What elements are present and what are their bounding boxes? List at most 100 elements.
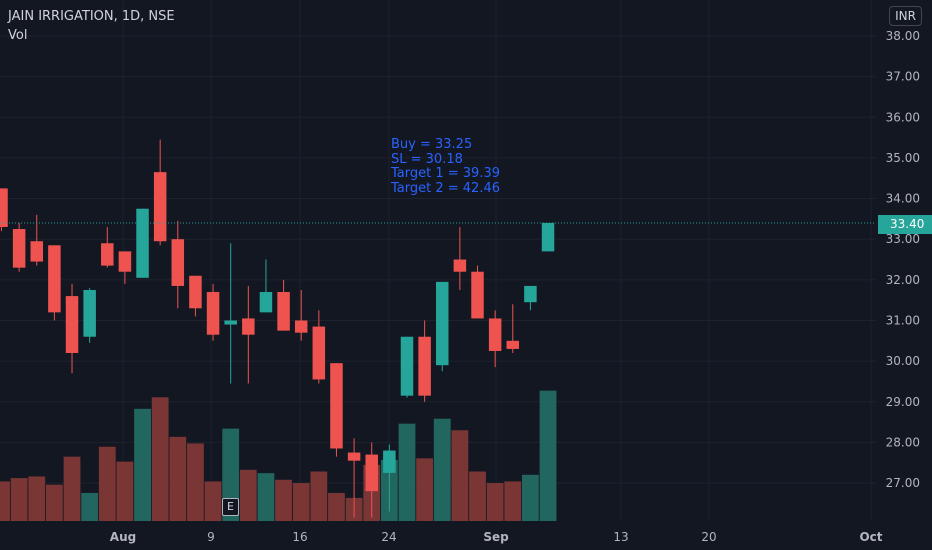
candle bbox=[206, 283, 220, 341]
candlesticks bbox=[0, 139, 555, 518]
y-tick-label: 30.00 bbox=[886, 354, 920, 368]
volume-bar bbox=[204, 481, 222, 521]
candle bbox=[242, 285, 255, 384]
candle-body bbox=[136, 208, 149, 278]
candle-body bbox=[400, 336, 414, 396]
volume-bar bbox=[539, 390, 557, 521]
candle bbox=[189, 275, 202, 317]
candle-body bbox=[277, 292, 290, 331]
candle bbox=[383, 444, 396, 512]
candle-body bbox=[347, 452, 361, 461]
candle bbox=[436, 281, 449, 372]
volume-bar bbox=[10, 478, 28, 521]
volume-bar bbox=[134, 408, 151, 521]
y-tick-label: 37.00 bbox=[886, 70, 920, 84]
volume-bar bbox=[328, 492, 345, 521]
y-tick-label: 36.00 bbox=[886, 110, 920, 124]
x-tick-label: 9 bbox=[207, 530, 215, 544]
x-tick-label: Oct bbox=[859, 530, 882, 544]
volume-bar bbox=[239, 469, 257, 521]
volume-bar bbox=[257, 473, 275, 521]
volume-bar bbox=[222, 428, 240, 521]
candle-body bbox=[488, 318, 502, 351]
candle bbox=[506, 304, 520, 353]
candle-body bbox=[30, 241, 44, 262]
candle bbox=[224, 243, 237, 384]
candle-body bbox=[506, 340, 520, 349]
x-tick-label: 20 bbox=[701, 530, 716, 544]
x-tick-label: 24 bbox=[381, 530, 396, 544]
currency-button[interactable]: INR bbox=[889, 6, 922, 26]
candle-body bbox=[83, 290, 96, 337]
volume-bar bbox=[28, 476, 46, 521]
candle bbox=[83, 287, 96, 343]
candle bbox=[418, 320, 431, 402]
y-tick-label: 28.00 bbox=[886, 435, 920, 449]
candle bbox=[488, 310, 502, 368]
candle bbox=[153, 139, 167, 246]
volume-bar bbox=[116, 461, 134, 521]
annotation-stop-loss: SL = 30.18 bbox=[391, 151, 463, 167]
candle-body bbox=[365, 454, 378, 492]
volume-bar bbox=[469, 471, 486, 521]
volume-bar bbox=[416, 458, 434, 521]
candle-body bbox=[224, 320, 237, 325]
volume-bar bbox=[81, 492, 99, 521]
candle bbox=[365, 442, 378, 518]
candle bbox=[12, 222, 26, 272]
volume-bar bbox=[433, 418, 451, 521]
x-tick-label: 16 bbox=[292, 530, 307, 544]
candle-body bbox=[189, 275, 202, 309]
annotation-target-1: Target 1 = 39.39 bbox=[391, 166, 500, 181]
volume-bar bbox=[169, 436, 187, 521]
candle-body bbox=[294, 320, 308, 333]
x-tick-label: 13 bbox=[613, 530, 628, 544]
price-axis: 38.00 37.00 36.00 35.00 34.00 33.00 32.00 31.00… bbox=[886, 29, 920, 490]
y-tick-label: 32.00 bbox=[886, 273, 920, 287]
candle-body bbox=[153, 172, 167, 242]
y-tick-label: 35.00 bbox=[886, 151, 920, 165]
volume-bar bbox=[486, 483, 504, 521]
x-tick-label: Aug bbox=[110, 530, 136, 544]
volume-bar bbox=[451, 430, 469, 521]
candle-body bbox=[118, 251, 132, 272]
candle-body bbox=[171, 239, 185, 286]
candle-body bbox=[541, 222, 555, 252]
candle bbox=[171, 220, 185, 309]
candle bbox=[524, 285, 537, 311]
candle-body bbox=[12, 229, 26, 268]
y-tick-label: 27.00 bbox=[886, 476, 920, 490]
volume-bar bbox=[275, 479, 292, 521]
candle bbox=[65, 283, 79, 374]
candle-body bbox=[418, 336, 431, 396]
volume-bar bbox=[292, 483, 310, 521]
candle-body bbox=[524, 285, 537, 303]
volume-bar bbox=[0, 481, 10, 521]
candle bbox=[48, 245, 61, 321]
last-price-tag: 33.40 bbox=[878, 215, 932, 234]
time-axis: Aug 9 16 24 Sep 13 20 Oct bbox=[110, 530, 883, 544]
volume-bar bbox=[187, 443, 204, 521]
candle-body bbox=[436, 281, 449, 366]
candle bbox=[330, 363, 343, 457]
candle bbox=[0, 188, 8, 232]
candle bbox=[347, 438, 361, 518]
candle bbox=[312, 310, 326, 384]
candle bbox=[453, 227, 467, 290]
earnings-badge[interactable]: E bbox=[222, 498, 239, 516]
volume-bar bbox=[310, 471, 328, 521]
symbol-title[interactable]: JAIN IRRIGATION, 1D, NSE bbox=[8, 9, 175, 24]
volume-bar bbox=[522, 474, 539, 521]
candle-body bbox=[312, 326, 326, 380]
volume-bars bbox=[0, 390, 557, 521]
volume-bar bbox=[398, 423, 416, 521]
candle bbox=[101, 227, 114, 268]
candle bbox=[400, 336, 414, 398]
volume-bar bbox=[504, 481, 522, 521]
volume-bar bbox=[45, 484, 63, 521]
y-tick-label: 29.00 bbox=[886, 395, 920, 409]
candle bbox=[471, 265, 484, 319]
candle bbox=[118, 251, 132, 284]
volume-indicator-label[interactable]: Vol bbox=[8, 28, 28, 43]
